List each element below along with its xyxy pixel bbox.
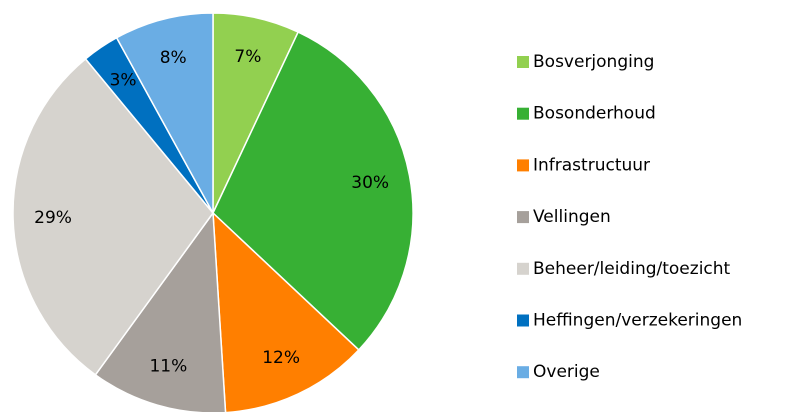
legend-swatch <box>517 159 529 172</box>
data-label: 29% <box>34 208 72 228</box>
legend-swatch <box>517 366 529 379</box>
legend-swatch <box>517 56 529 68</box>
data-label: 3% <box>110 71 137 91</box>
legend-label: Beheer/leiding/toezicht <box>533 259 731 279</box>
legend-label: Bosverjonging <box>533 52 654 72</box>
legend-swatch <box>517 211 529 224</box>
data-label: 11% <box>149 357 187 377</box>
legend-swatch <box>517 314 529 327</box>
legend-label: Infrastructuur <box>533 155 650 175</box>
legend-label: Bosonderhoud <box>533 104 656 124</box>
legend-label: Heffingen/verzekeringen <box>533 311 742 331</box>
legend-label: Vellingen <box>533 207 611 227</box>
legend-swatch <box>517 107 529 120</box>
data-label: 12% <box>262 348 300 368</box>
data-label: 7% <box>234 47 261 67</box>
pie-slice <box>115 12 214 214</box>
pie-slice <box>94 210 227 412</box>
data-label: 8% <box>160 48 187 68</box>
legend-swatch <box>517 262 529 275</box>
data-label: 30% <box>351 173 389 193</box>
pie-slice <box>12 57 214 376</box>
legend-label: Overige <box>533 362 600 382</box>
pie-slice <box>212 31 414 351</box>
